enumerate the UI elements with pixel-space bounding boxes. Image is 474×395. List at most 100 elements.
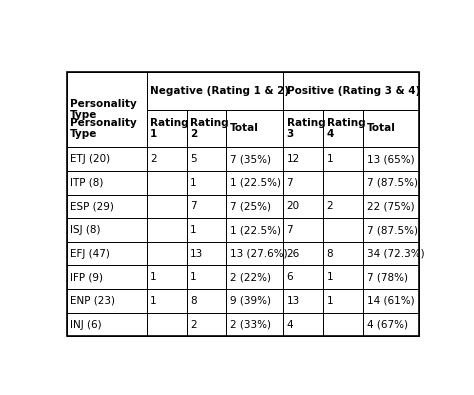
- Bar: [227, 313, 283, 337]
- Text: 9 (39%): 9 (39%): [230, 296, 271, 306]
- Text: 7 (35%): 7 (35%): [230, 154, 271, 164]
- Bar: [283, 313, 323, 337]
- Bar: [186, 109, 227, 147]
- Bar: [283, 195, 323, 218]
- Bar: [66, 72, 419, 337]
- Text: ITP (8): ITP (8): [70, 178, 104, 188]
- Bar: [283, 109, 323, 147]
- Text: Personality
Type: Personality Type: [70, 118, 137, 139]
- Text: 8: 8: [190, 296, 197, 306]
- Bar: [66, 265, 146, 289]
- Bar: [146, 242, 186, 265]
- Bar: [363, 147, 419, 171]
- Bar: [186, 289, 227, 313]
- Bar: [186, 242, 227, 265]
- Bar: [66, 72, 146, 147]
- Text: 26: 26: [287, 248, 300, 259]
- Text: Rating
4: Rating 4: [327, 118, 365, 139]
- Text: INJ (6): INJ (6): [70, 320, 102, 329]
- Bar: [363, 242, 419, 265]
- Bar: [66, 289, 146, 313]
- Text: ESP (29): ESP (29): [70, 201, 114, 211]
- Text: EFJ (47): EFJ (47): [70, 248, 110, 259]
- Bar: [283, 242, 323, 265]
- Text: 4 (67%): 4 (67%): [366, 320, 408, 329]
- Bar: [66, 218, 146, 242]
- Bar: [283, 171, 323, 195]
- Text: ENP (23): ENP (23): [70, 296, 115, 306]
- Bar: [227, 218, 283, 242]
- Text: 14 (61%): 14 (61%): [366, 296, 414, 306]
- Bar: [283, 265, 323, 289]
- Bar: [66, 195, 146, 218]
- Bar: [363, 171, 419, 195]
- Bar: [227, 265, 283, 289]
- Bar: [186, 265, 227, 289]
- Bar: [186, 218, 227, 242]
- Bar: [323, 195, 363, 218]
- Bar: [146, 195, 186, 218]
- Text: 8: 8: [327, 248, 333, 259]
- Bar: [66, 171, 146, 195]
- Bar: [186, 195, 227, 218]
- Text: Rating
1: Rating 1: [150, 118, 189, 139]
- Text: 1 (22.5%): 1 (22.5%): [230, 225, 281, 235]
- Text: 1: 1: [327, 296, 333, 306]
- Text: ETJ (20): ETJ (20): [70, 154, 110, 164]
- Bar: [227, 195, 283, 218]
- Text: 7 (78%): 7 (78%): [366, 272, 408, 282]
- Text: 1: 1: [190, 178, 197, 188]
- Text: 6: 6: [287, 272, 293, 282]
- Text: 1: 1: [150, 272, 157, 282]
- Text: 7 (87.5%): 7 (87.5%): [366, 178, 418, 188]
- Text: 2 (33%): 2 (33%): [230, 320, 271, 329]
- Bar: [146, 218, 186, 242]
- Bar: [323, 242, 363, 265]
- Bar: [186, 313, 227, 337]
- Bar: [186, 171, 227, 195]
- Text: 13: 13: [190, 248, 203, 259]
- Bar: [146, 147, 186, 171]
- Bar: [146, 171, 186, 195]
- Bar: [227, 242, 283, 265]
- Text: 4: 4: [287, 320, 293, 329]
- Bar: [323, 218, 363, 242]
- Text: 1: 1: [150, 296, 157, 306]
- Bar: [323, 109, 363, 147]
- Bar: [66, 242, 146, 265]
- Bar: [363, 218, 419, 242]
- Bar: [146, 313, 186, 337]
- Text: Negative (Rating 1 & 2): Negative (Rating 1 & 2): [150, 86, 289, 96]
- Text: 1: 1: [190, 272, 197, 282]
- Text: IFP (9): IFP (9): [70, 272, 103, 282]
- Bar: [363, 265, 419, 289]
- Text: 12: 12: [287, 154, 300, 164]
- Bar: [283, 218, 323, 242]
- Text: 34 (72.3%): 34 (72.3%): [366, 248, 424, 259]
- Bar: [227, 289, 283, 313]
- Text: 20: 20: [287, 201, 300, 211]
- Text: 7: 7: [287, 225, 293, 235]
- Text: ISJ (8): ISJ (8): [70, 225, 101, 235]
- Bar: [363, 313, 419, 337]
- Text: 7: 7: [190, 201, 197, 211]
- Text: Rating
2: Rating 2: [190, 118, 229, 139]
- Text: 7 (87.5%): 7 (87.5%): [366, 225, 418, 235]
- Bar: [283, 147, 323, 171]
- Bar: [146, 265, 186, 289]
- Bar: [363, 195, 419, 218]
- Text: Personality
Type: Personality Type: [70, 99, 137, 120]
- Bar: [66, 313, 146, 337]
- Text: 22 (75%): 22 (75%): [366, 201, 414, 211]
- Bar: [146, 289, 186, 313]
- Bar: [283, 72, 419, 109]
- Text: 2: 2: [190, 320, 197, 329]
- Text: 13 (27.6%): 13 (27.6%): [230, 248, 288, 259]
- Text: 7 (25%): 7 (25%): [230, 201, 271, 211]
- Text: Total: Total: [366, 123, 395, 134]
- Text: Total: Total: [230, 123, 259, 134]
- Text: 7: 7: [287, 178, 293, 188]
- Bar: [323, 289, 363, 313]
- Bar: [227, 109, 283, 147]
- Bar: [323, 147, 363, 171]
